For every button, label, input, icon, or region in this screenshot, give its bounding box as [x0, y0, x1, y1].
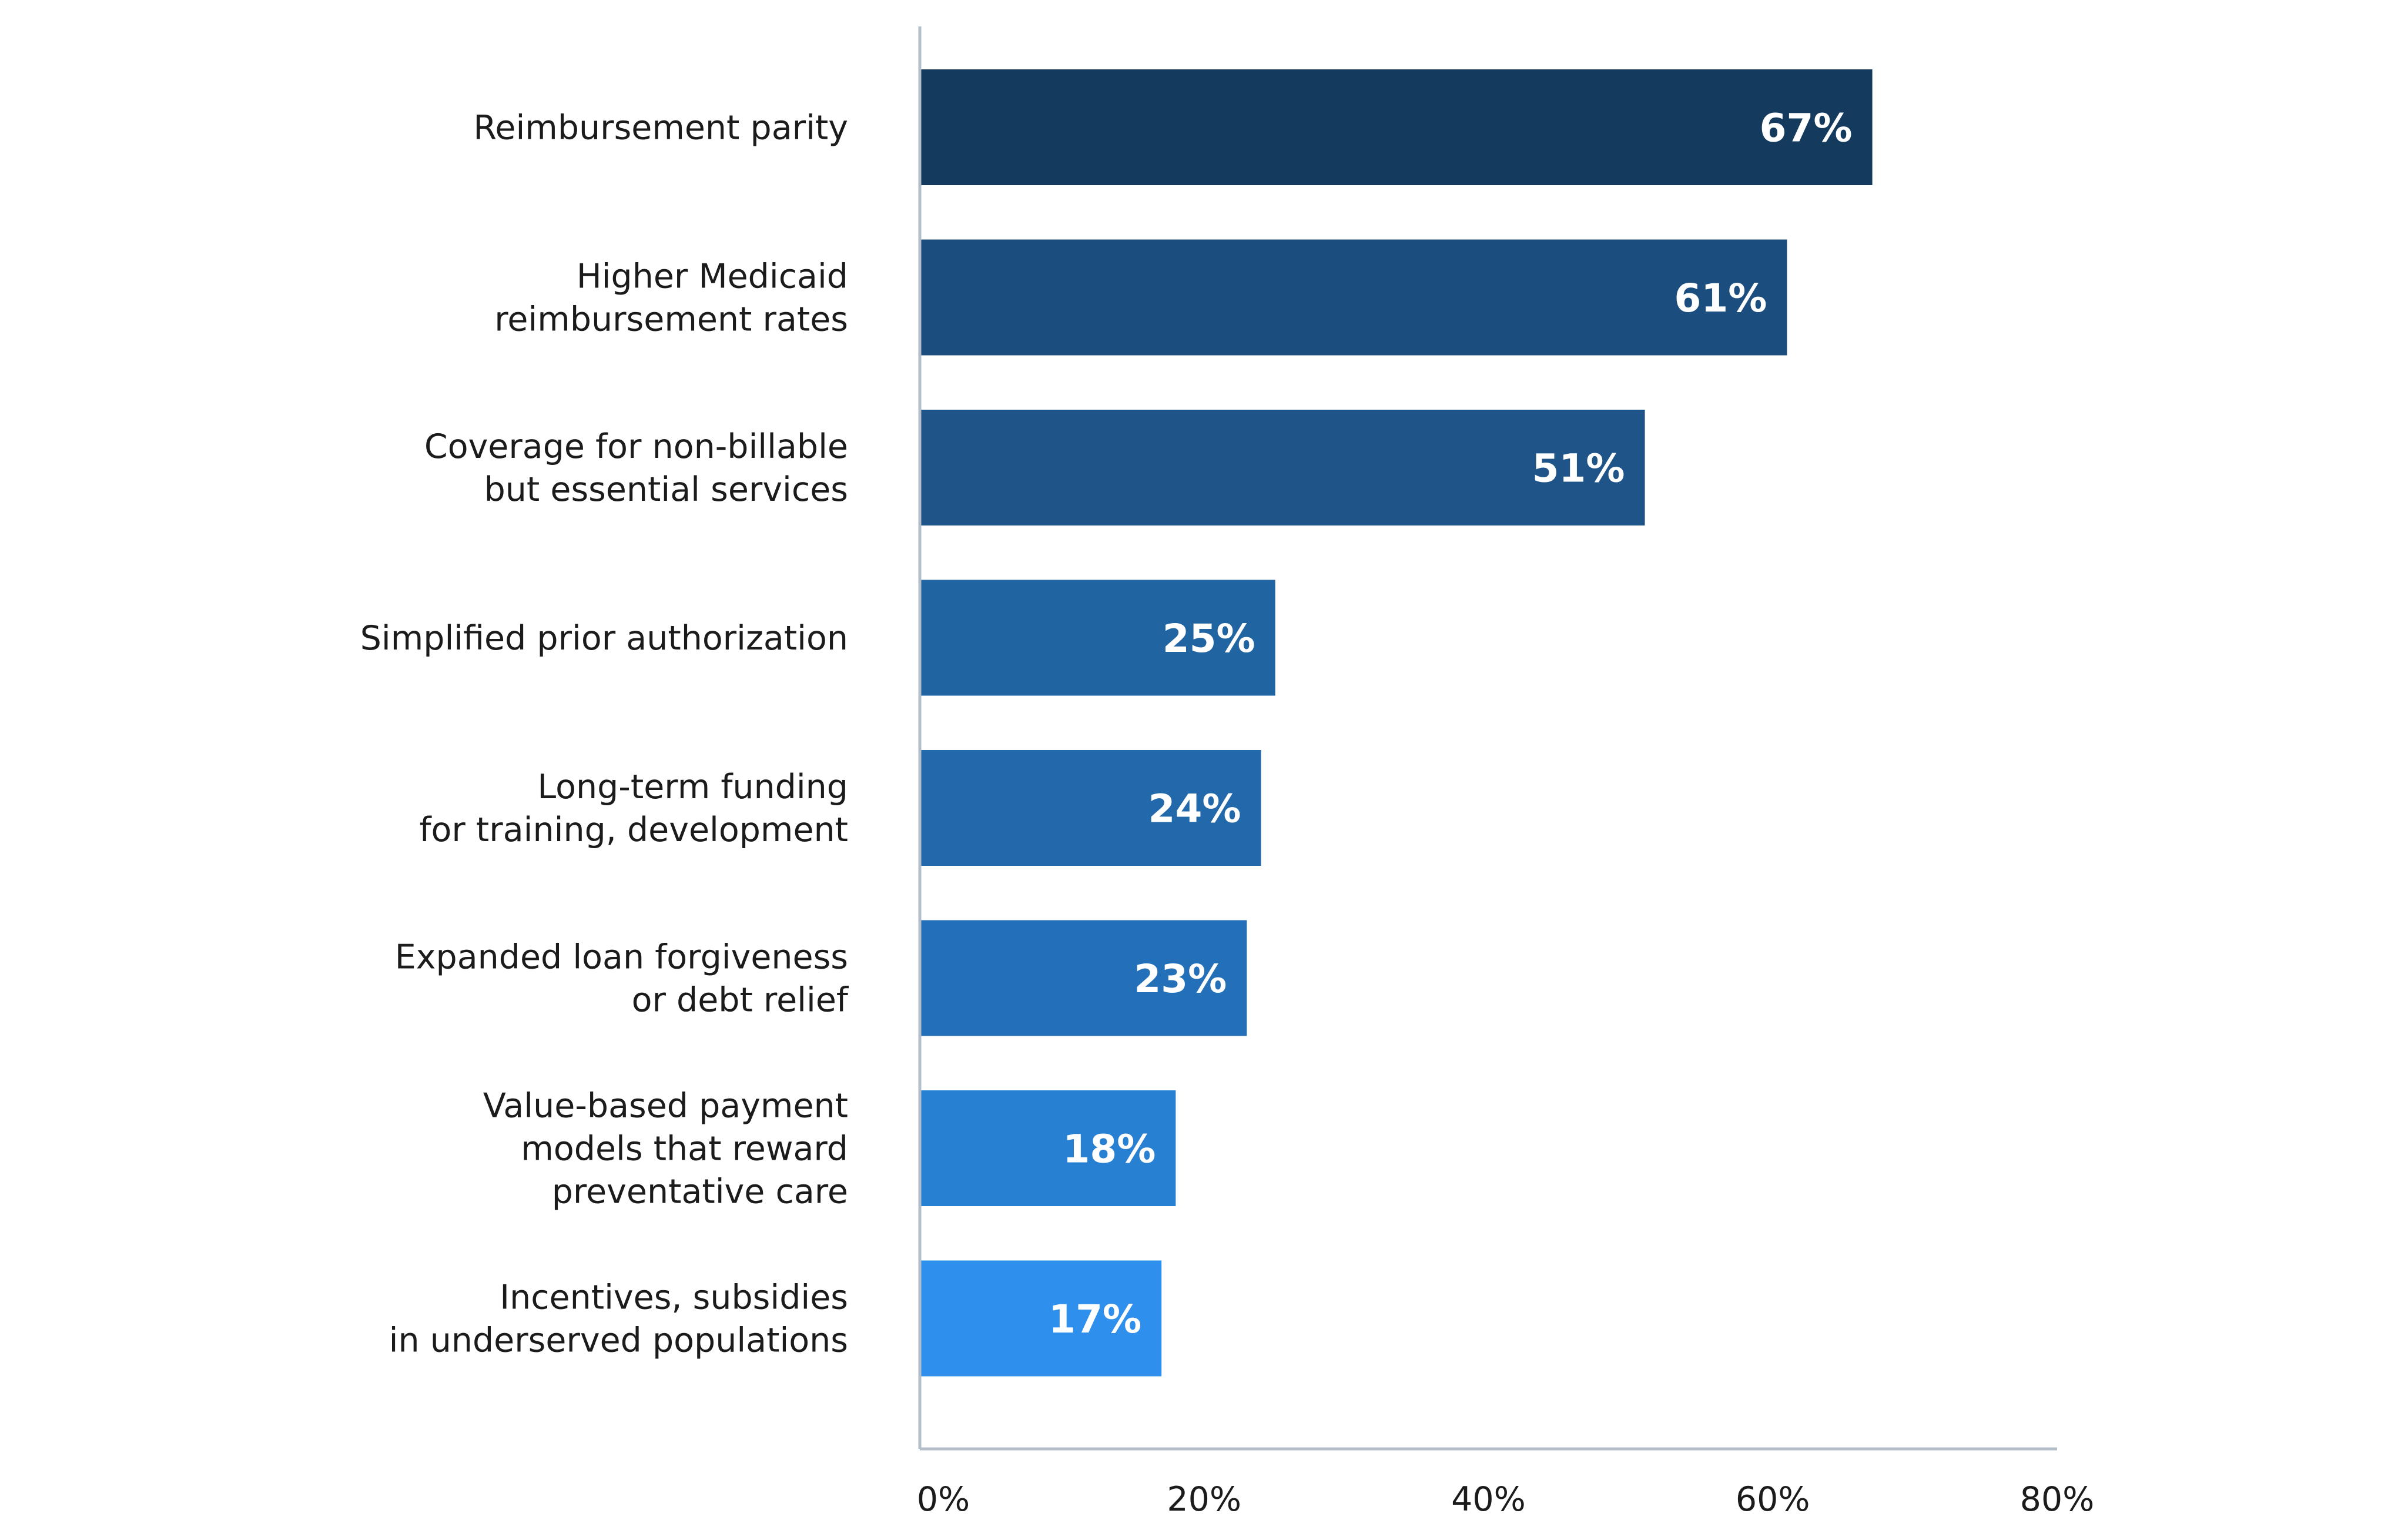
bar-value-label: 61%	[1674, 276, 1767, 321]
bar-6	[920, 920, 1247, 1036]
bar-value-label: 18%	[1063, 1127, 1156, 1172]
bar-value-label: 23%	[1134, 956, 1227, 1002]
category-label: Value-based payment models that reward pre…	[483, 1087, 848, 1211]
bar-5	[920, 750, 1261, 866]
bar-value-label: 51%	[1532, 446, 1625, 491]
bar-value-label: 24%	[1148, 786, 1241, 832]
bar-8	[920, 1260, 1162, 1377]
category-label: Incentives, subsidies in underserved popu…	[389, 1278, 848, 1360]
x-tick-label: 40%	[1451, 1480, 1526, 1519]
bars-group	[920, 69, 1873, 1377]
x-tick-label: 80%	[2020, 1480, 2095, 1519]
bar-value-label: 17%	[1049, 1297, 1141, 1342]
bar-2	[920, 239, 1787, 356]
axes-group	[918, 26, 2057, 1451]
x-tick-label: 0%	[917, 1480, 970, 1519]
x-tick-label: 20%	[1167, 1480, 1241, 1519]
category-label: Higher Medicaid reimbursement rates	[494, 257, 848, 339]
value-labels-group: 67% 61% 51% 25% 24% 23% 18% 17%	[1049, 106, 1852, 1343]
category-labels-group: Reimbursement parity Higher Medicaid reimb…	[360, 109, 849, 1360]
bar-1	[920, 69, 1873, 185]
x-tick-label: 60%	[1736, 1480, 1810, 1519]
category-label: Coverage for non-billable but essential s…	[424, 427, 848, 509]
category-label: Expanded loan forgiveness or debt relief	[395, 938, 849, 1020]
bar-4	[920, 580, 1275, 696]
category-label: Long-term funding for training, developme…	[419, 768, 848, 849]
x-tick-labels-group: 0% 20% 40% 60% 80%	[917, 1480, 2095, 1519]
category-label: Reimbursement parity	[473, 109, 848, 148]
bar-7	[920, 1090, 1176, 1206]
bar-3	[920, 410, 1645, 525]
category-label: Simplified prior authorization	[360, 619, 848, 658]
bar-value-label: 25%	[1163, 616, 1255, 661]
bar-value-label: 67%	[1760, 106, 1853, 151]
